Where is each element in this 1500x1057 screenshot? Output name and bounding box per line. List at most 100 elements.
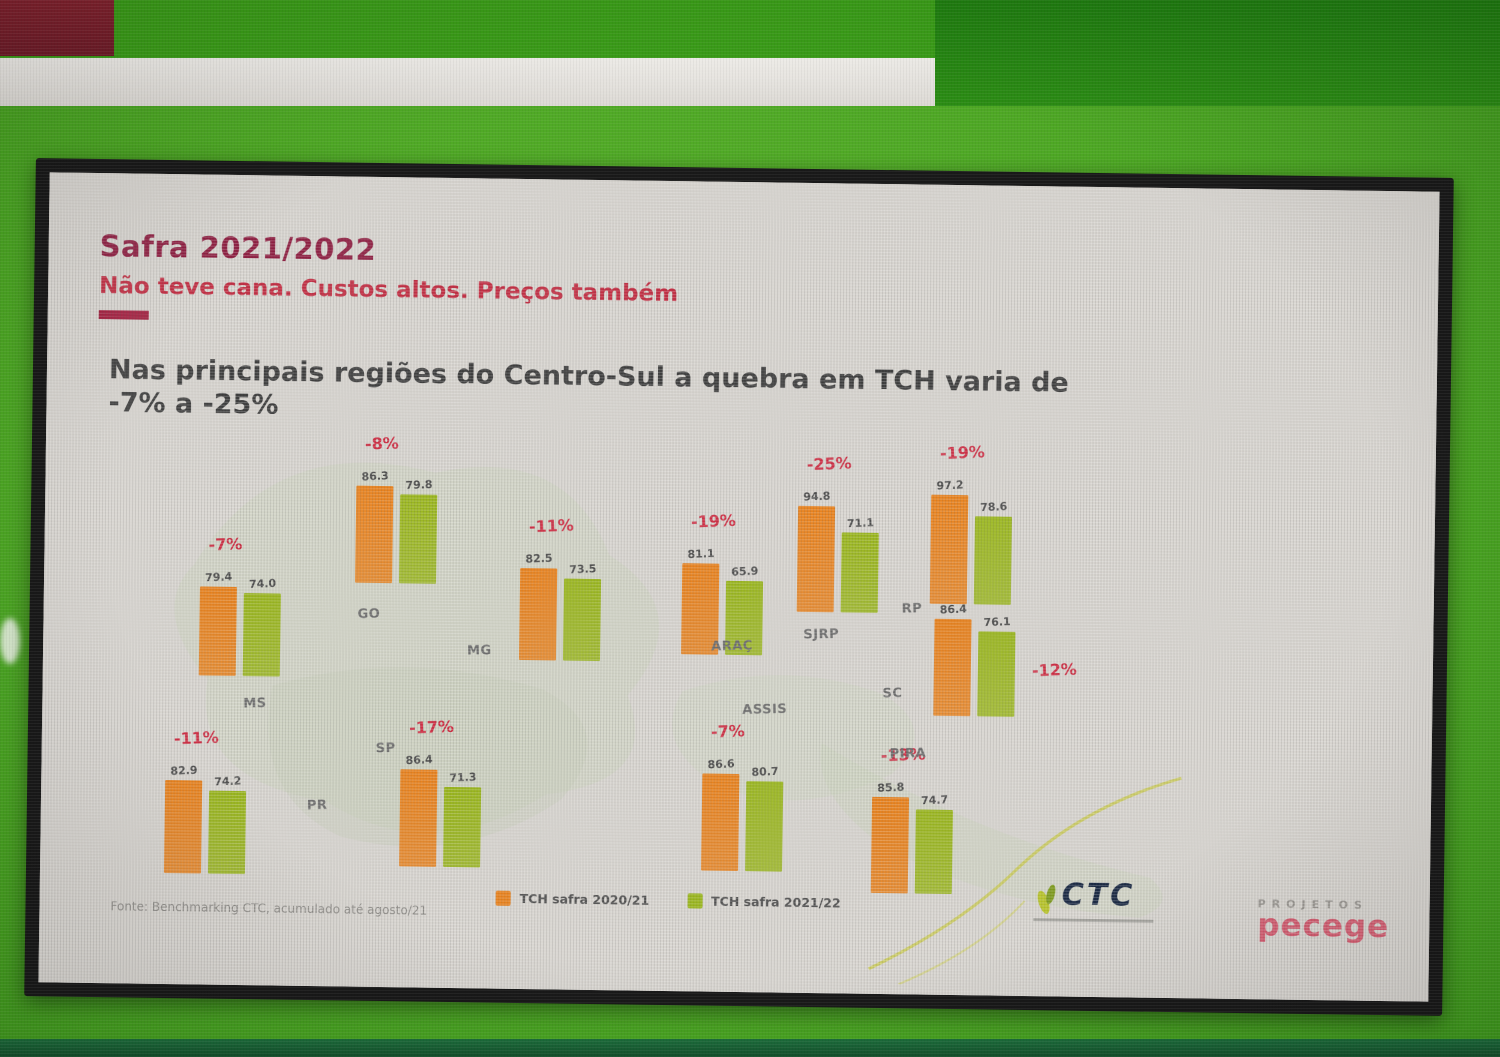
map-region-label-arac: ARAÇ — [711, 638, 754, 655]
ctc-leaf-icon — [1037, 884, 1056, 914]
bar-value-label: 97.2 — [936, 478, 964, 493]
bar-value-label: 73.5 — [568, 562, 597, 577]
region-cluster-rp: -19% 97.2 78.6 — [929, 442, 1013, 605]
bar-mg-series0 — [518, 567, 558, 661]
bar-group-mg-series1: 73.5 — [562, 562, 602, 662]
bar-group-go-series0: 86.3 — [355, 469, 394, 584]
bar-group-go-series1: 79.8 — [399, 478, 438, 584]
bar-value-label: 86.4 — [939, 602, 968, 617]
legend-swatch-green — [687, 893, 703, 909]
bar-group-sp-series1: 71.3 — [443, 770, 482, 868]
bar-value-label: 74.0 — [248, 576, 277, 591]
legend-item-safra-2020-21: TCH safra 2020/21 — [495, 890, 650, 908]
bar-rp-series0 — [929, 494, 969, 605]
change-pct-label-arac: -19% — [690, 510, 737, 532]
bar-sp-series1 — [443, 786, 482, 868]
bar-group-sc-series1: 76.1 — [977, 615, 1016, 717]
bar-go-series0 — [355, 485, 394, 584]
bar-group-rp-series0: 97.2 — [929, 478, 969, 605]
region-cluster-go: -8% 86.3 79.8 — [355, 433, 438, 584]
bar-value-label: 71.3 — [448, 770, 477, 785]
pecege-logo: PROJETOS pecege — [1257, 897, 1389, 945]
bar-group-rp-series1: 78.6 — [973, 500, 1013, 605]
slide-title: Safra 2021/2022 — [99, 229, 377, 267]
bar-pr-series0 — [163, 780, 203, 874]
bar-mg-series1 — [562, 578, 602, 662]
region-cluster-sp: -17% 86.4 71.3 — [399, 717, 482, 868]
map-region-label-pira: PIRA — [889, 745, 927, 762]
bar-group-pr-series1: 74.2 — [207, 774, 247, 875]
bar-sp-series0 — [399, 769, 438, 867]
background-bottom-band — [0, 1039, 1500, 1057]
bar-value-label: 79.4 — [204, 570, 233, 585]
bar-pira-series0 — [870, 796, 910, 894]
bar-value-label: 71.1 — [846, 516, 875, 531]
bar-value-label: 79.8 — [405, 478, 433, 493]
bar-group-sjrp-series1: 71.1 — [840, 516, 879, 613]
change-pct-label-go: -8% — [364, 433, 400, 454]
bar-go-series1 — [399, 494, 438, 584]
map-region-label-sp: SP — [375, 740, 396, 757]
slide-frame: Safra 2021/2022 Não teve cana. Custos al… — [24, 158, 1454, 1016]
bar-value-label: 82.9 — [170, 763, 198, 778]
region-cluster-mg: -11% 82.5 73.5 — [518, 516, 602, 662]
bar-value-label: 85.8 — [876, 780, 905, 795]
change-pct-label-assis: -7% — [710, 721, 746, 742]
bar-value-label: 94.8 — [802, 489, 831, 504]
background-top-green-band — [0, 0, 940, 60]
chart-legend: TCH safra 2020/21 TCH safra 2021/22 — [495, 890, 841, 910]
slide-subtitle: Não teve cana. Custos altos. Preços tamb… — [98, 273, 679, 308]
bar-value-label: 74.2 — [213, 774, 242, 789]
map-region-label-assis: ASSIS — [742, 701, 788, 718]
bar-group-sp-series0: 86.4 — [399, 753, 438, 867]
bar-value-label: 86.4 — [405, 753, 433, 768]
bar-value-label: 80.7 — [751, 764, 779, 779]
bar-sjrp-series1 — [840, 532, 879, 613]
map-region-label-rp: RP — [901, 601, 923, 617]
map-region-label-go: GO — [357, 606, 381, 623]
bar-value-label: 78.6 — [979, 500, 1008, 515]
bar-value-label: 86.6 — [707, 757, 735, 772]
source-note: Fonte: Benchmarking CTC, acumulado até a… — [110, 899, 428, 918]
bar-rp-series1 — [973, 516, 1013, 605]
map-region-label-ms: MS — [243, 696, 267, 712]
background-maroon-corner — [0, 0, 114, 56]
change-pct-label-sjrp: -25% — [806, 453, 853, 475]
map-region-label-sc: SC — [882, 685, 903, 702]
bar-group-assis-series0: 86.6 — [701, 757, 740, 872]
bar-value-label: 74.7 — [920, 793, 949, 808]
region-cluster-sc: -12% 86.4 76.1 — [933, 599, 1077, 717]
background-top-right-dark-green — [935, 0, 1500, 106]
change-pct-label-sp: -17% — [408, 716, 455, 738]
map-labels-layer: MS GO MG SP PR ARAÇ SJRP RP SC ASSIS PIRA — [50, 172, 1440, 813]
bar-group-pira-series0: 85.8 — [870, 780, 910, 894]
slide-heading: Nas principais regiões do Centro-Sul a q… — [108, 353, 1229, 435]
bar-assis-series1 — [745, 781, 784, 872]
background-white-strip — [0, 58, 935, 106]
map-region-label-sjrp: SJRP — [803, 626, 840, 643]
bar-assis-series0 — [701, 773, 740, 872]
background-light-speck — [0, 618, 20, 664]
change-pct-label-pr: -11% — [173, 727, 220, 749]
region-cluster-pr: -11% 82.9 74.2 — [163, 728, 247, 875]
ctc-logo-tagline — [1033, 918, 1154, 923]
bar-group-sc-series0: 86.4 — [933, 602, 972, 717]
bar-group-pira-series1: 74.7 — [914, 793, 953, 895]
region-cluster-ms: -7% 79.4 74.0 — [198, 534, 282, 677]
bar-group-sjrp-series0: 94.8 — [796, 489, 836, 613]
legend-label: TCH safra 2020/21 — [519, 890, 650, 908]
bar-ms-series0 — [198, 586, 237, 676]
ctc-logo: CTC — [1033, 877, 1154, 923]
heading-line-2: -7% a -25% — [108, 387, 279, 421]
bar-ms-series1 — [242, 593, 281, 677]
ctc-logo-text: CTC — [1061, 877, 1136, 914]
bar-value-label: 82.5 — [525, 551, 553, 566]
bar-group-assis-series1: 80.7 — [745, 764, 784, 872]
map-region-label-mg: MG — [466, 643, 492, 659]
bar-pr-series1 — [207, 790, 247, 875]
change-pct-label-rp: -19% — [939, 442, 986, 463]
bar-group-ms-series1: 74.0 — [242, 576, 281, 677]
bar-pira-series1 — [914, 809, 953, 895]
bar-sjrp-series0 — [796, 505, 836, 613]
bar-value-label: 76.1 — [983, 615, 1011, 630]
